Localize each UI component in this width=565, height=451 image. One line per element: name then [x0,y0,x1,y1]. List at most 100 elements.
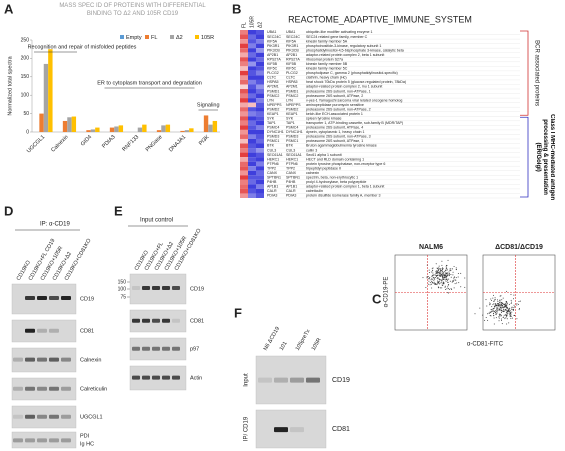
row-label: CD19 [332,377,350,384]
heatmap-cell [240,120,248,126]
lane-label: 101 [279,341,289,352]
event-dot [497,310,499,312]
heatmap-cell [256,134,264,139]
heatmap-cell [240,70,248,76]
gene-description: v-yes-1 Yamaguchi sarcoma viral related … [306,98,402,102]
heatmap-cell [240,34,248,40]
gene-description: kinesin family member 5A [306,39,348,43]
event-dot [512,309,514,311]
gene-symbol: KIF5C [286,67,297,71]
event-dot [438,271,440,273]
event-dot [510,317,512,319]
legend-label: 105R [201,35,214,41]
bar [90,129,96,132]
event-dot [432,272,434,274]
event-dot [502,303,504,305]
event-dot [508,303,510,305]
gene-symbol: AP2M1 [286,85,298,89]
event-dot [440,282,442,284]
heatmap-cell [240,161,248,167]
gene-symbol: PSMC4 [267,126,279,130]
event-dot [455,279,457,281]
event-dot [431,281,433,283]
bar [156,130,162,132]
legend-label: Empty [126,35,142,41]
heatmap-cell [256,107,264,112]
event-dot [432,267,434,269]
event-dot [500,306,502,308]
event-dot [437,286,439,288]
blot-band [13,414,23,419]
heatmap-cell [256,148,264,153]
event-dot [454,283,456,285]
event-dot [509,315,511,317]
event-dot [447,275,449,277]
event-dot [501,310,503,312]
gene-symbol: HERC1 [267,157,279,161]
blot-band [152,318,160,323]
gene-symbol: PSMD1 [286,89,298,93]
heatmap-cell [248,134,256,139]
x-tick-label: GID4 [80,134,93,147]
bar [86,130,91,132]
event-dot [448,272,450,274]
event-dot [501,305,503,307]
gene-description: prolyl 4-hydroxylase, beta polypeptide [306,180,366,184]
event-dot [450,270,452,272]
row-label: PDI [80,433,90,439]
y-tick-label: 100 [21,93,30,99]
heatmap-cell [256,120,264,126]
gene-description: protein disulfide isomerase family A, me… [306,194,381,198]
event-dot [516,304,518,306]
panel-label: B [232,1,241,16]
gene-symbol: HSPA5 [267,80,279,84]
event-dot [444,279,446,281]
gene-symbol: BTK [267,144,275,148]
gene-symbol: PSMC4 [286,126,298,130]
blot-band [49,296,59,300]
event-dot [455,277,457,279]
event-dot [510,312,512,314]
event-dot [441,278,443,280]
gene-symbol: SPTBN1 [267,176,281,180]
event-dot [490,311,492,313]
event-dot [497,301,499,303]
event-dot [453,266,455,268]
event-dot [496,309,498,311]
blot-band [25,386,35,391]
gene-symbol: DYNC1H1 [267,130,284,134]
event-dot [444,286,446,288]
gene-symbol: CUL3 [267,148,276,152]
event-dot [449,268,451,270]
event-dot [439,271,441,273]
event-dot [482,314,484,316]
blot-band [25,296,35,300]
heatmap-cell [240,170,248,176]
gene-symbol: PLCG2 [267,71,279,75]
heatmap-cell [240,98,248,103]
event-dot [447,259,449,261]
event-dot [445,268,447,270]
event-dot [498,307,500,309]
heatmap-cell [248,98,256,103]
blot-band [172,346,180,351]
heatmap-cell [240,30,248,35]
gene-description: proteasome 26S subunit, non-ATPase, 2 [306,107,371,111]
event-dot [433,274,435,276]
x-axis-label: α-CD81-FITC [467,342,504,348]
event-dot [489,314,491,316]
blot-band [61,329,71,333]
row-label: CD81 [332,426,350,433]
gene-symbol: PIK3R1 [267,44,279,48]
event-dot [507,309,509,311]
heatmap-cell [248,179,256,185]
event-dot [437,268,439,270]
ip-header: IP: α-CD19 [40,222,70,228]
blot-band [142,286,150,290]
event-dot [428,278,430,280]
gene-symbol: KEAP1 [286,112,298,116]
gene-description: heat shock 70kDa protein 5 (glucose-regu… [306,80,406,84]
heatmap-cell [248,43,256,49]
heatmap-cell [248,138,256,144]
